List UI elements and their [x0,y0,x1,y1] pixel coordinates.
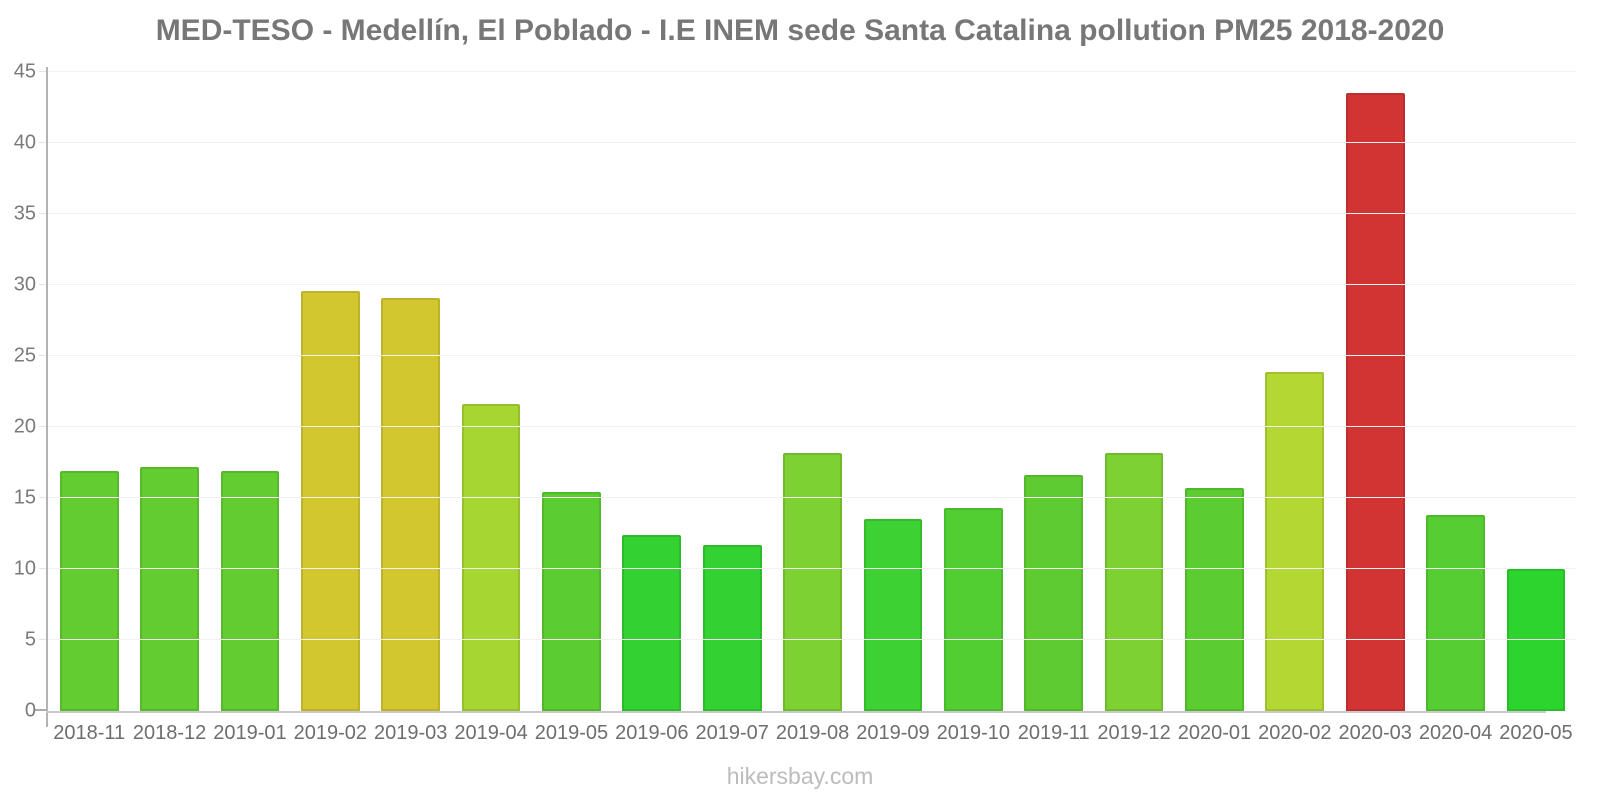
gridline-45 [48,71,1576,72]
x-axis-label-2019-06: 2019-06 [615,722,689,744]
y-tickmark-20 [39,426,46,428]
bar-column-2018-12: 2018-12 [129,72,209,744]
x-axis-label-2020-04: 2020-04 [1418,722,1493,744]
y-tick-label-30: 30 [13,273,36,296]
bar-2020-04[interactable] [1426,515,1485,711]
x-axis-label-2019-03: 2019-03 [373,722,448,744]
bar-2019-01[interactable] [220,471,280,711]
y-tickmark-0 [34,709,46,711]
bar-2019-06[interactable] [622,534,682,711]
y-tick-label-40: 40 [13,131,36,154]
y-tickmark-25 [39,355,46,356]
bar-column-2019-10: 2019-10 [933,72,1013,744]
y-tick-label-25: 25 [13,344,36,367]
bar-2019-10[interactable] [943,507,1003,711]
bar-column-2020-04: 2020-04 [1415,72,1495,744]
bar-2019-07[interactable] [702,544,762,711]
x-axis-label-2019-09: 2019-09 [856,722,930,744]
y-tick-label-10: 10 [13,557,36,580]
bar-2019-02[interactable] [300,290,360,711]
watermark-text: hikersbay.com [726,763,874,789]
x-axis-label-2019-07: 2019-07 [695,722,769,744]
x-axis-label-2019-12: 2019-12 [1097,722,1171,744]
x-axis-line [46,711,1546,713]
gridline-20 [48,426,1576,428]
bar-2019-12[interactable] [1104,452,1164,711]
bar-2019-05[interactable] [542,492,601,711]
gridline-25 [48,355,1576,356]
bar-column-2019-04: 2019-04 [451,72,531,744]
bar-column-2019-12: 2019-12 [1094,72,1174,744]
bar-column-2020-03: 2020-03 [1335,72,1415,744]
gridline-30 [48,284,1576,285]
x-axis-label-2019-08: 2019-08 [775,722,850,744]
y-axis-line [46,67,48,727]
bar-column-2019-01: 2019-01 [210,72,290,744]
y-tickmark-40 [39,142,46,144]
x-axis-label-2019-05: 2019-05 [534,722,609,744]
gridline-35 [48,213,1576,214]
bar-column-2020-05: 2020-05 [1496,72,1576,744]
y-tick-label-45: 45 [13,60,36,83]
x-axis-label-2020-05: 2020-05 [1499,722,1573,744]
bar-column-2019-03: 2019-03 [371,72,451,744]
bar-column-2019-07: 2019-07 [692,72,772,744]
y-tickmark-30 [39,284,46,285]
y-tickmark-5 [39,639,46,641]
bar-2020-03[interactable] [1345,93,1405,711]
gridline-40 [48,142,1576,144]
y-tick-label-35: 35 [13,202,36,225]
chart-title: MED-TESO - Medellín, El Poblado - I.E IN… [155,14,1445,47]
x-axis-label-2019-02: 2019-02 [293,722,368,744]
y-tickmark-35 [39,213,46,214]
x-axis-label-2018-11: 2018-11 [53,722,126,744]
bar-2018-12[interactable] [140,466,199,711]
x-axis-label-2019-01: 2019-01 [213,722,287,744]
bar-column-2019-09: 2019-09 [853,72,933,744]
plot-area: 2018-11 2018-12 2019-01 2019-02 2019-03 2019-… [14,61,1586,744]
bar-column-2019-08: 2019-08 [772,72,852,744]
bar-column-2018-11: 2018-11 [49,72,129,744]
x-axis-label-2018-12: 2018-12 [132,722,207,744]
x-axis-label-2019-04: 2019-04 [454,722,528,744]
y-tick-label-20: 20 [13,415,36,438]
bar-column-2020-01: 2020-01 [1174,72,1254,744]
x-axis-label-2020-03: 2020-03 [1338,722,1412,744]
gridline-10 [48,568,1576,570]
bar-column-2019-11: 2019-11 [1014,72,1094,744]
y-tick-label-0: 0 [24,699,36,722]
y-tickmark-15 [39,497,46,498]
bar-2019-03[interactable] [381,297,441,711]
bar-column-2019-06: 2019-06 [612,72,692,744]
x-axis-label-2020-02: 2020-02 [1258,722,1332,744]
bar-2019-11[interactable] [1024,475,1084,711]
y-tickmark-10 [39,568,46,570]
bar-2019-09[interactable] [863,519,923,711]
bars-row: 2018-11 2018-12 2019-01 2019-02 2019-03 2019-… [49,72,1576,744]
bar-column-2019-05: 2019-05 [531,72,611,744]
bar-2020-01[interactable] [1185,488,1244,711]
gridline-15 [48,497,1576,498]
bar-column-2020-02: 2020-02 [1255,72,1335,744]
x-axis-label-2019-11: 2019-11 [1017,722,1090,744]
bar-column-2019-02: 2019-02 [290,72,370,744]
y-tickmark-45 [39,71,46,72]
bar-2020-02[interactable] [1265,371,1325,711]
x-axis-label-2019-10: 2019-10 [936,722,1011,744]
y-tick-label-15: 15 [13,486,36,509]
bar-2019-04[interactable] [461,404,521,711]
y-tick-label-5: 5 [24,628,36,651]
bar-2019-08[interactable] [783,452,842,711]
x-axis-label-2020-01: 2020-01 [1177,722,1252,744]
gridline-5 [48,639,1576,641]
bar-2018-11[interactable] [59,471,119,711]
